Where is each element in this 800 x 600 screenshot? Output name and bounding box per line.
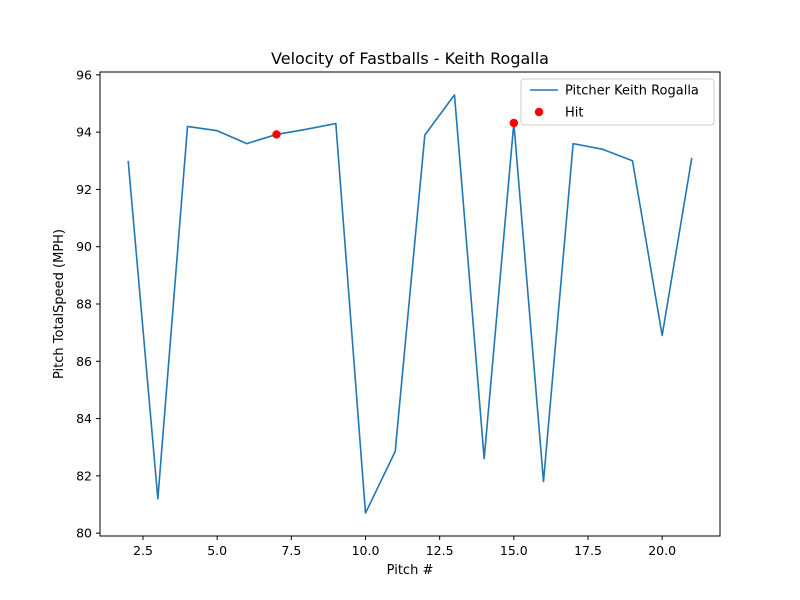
y-tick-label: 92 [76, 182, 92, 197]
x-tick-label: 12.5 [426, 543, 454, 558]
y-axis-ticks: 80 82 84 86 88 90 92 94 96 [76, 67, 100, 541]
y-tick-label: 84 [76, 411, 92, 426]
x-tick-label: 10.0 [352, 543, 380, 558]
y-tick-label: 86 [76, 354, 92, 369]
hit-point [272, 130, 281, 139]
x-axis-label: Pitch # [387, 563, 434, 578]
legend-label-pitcher: Pitcher Keith Rogalla [565, 84, 699, 99]
chart-title: Velocity of Fastballs - Keith Rogalla [271, 49, 549, 68]
legend-marker-swatch [534, 107, 544, 117]
hit-point [509, 118, 519, 128]
x-tick-label: 2.5 [133, 543, 153, 558]
x-tick-label: 7.5 [281, 543, 301, 558]
y-tick-label: 88 [76, 297, 92, 312]
y-tick-label: 90 [76, 239, 92, 254]
x-tick-label: 17.5 [574, 543, 602, 558]
legend-box [520, 78, 715, 126]
y-tick-label: 80 [76, 526, 92, 541]
y-tick-label: 94 [76, 125, 92, 140]
y-axis-label: Pitch TotalSpeed (MPH) [52, 229, 67, 379]
x-tick-label: 20.0 [648, 543, 676, 558]
axes-frame [99, 71, 721, 537]
y-tick-label: 96 [76, 67, 92, 82]
chart-legend: Pitcher Keith Rogalla Hit [520, 78, 715, 126]
y-tick-label: 82 [76, 468, 92, 483]
x-tick-label: 15.0 [500, 543, 528, 558]
x-axis-ticks: 2.5 5.0 7.5 10.0 12.5 15.0 17.5 20.0 [133, 536, 676, 558]
x-tick-label: 5.0 [207, 543, 227, 558]
plot-content [127, 94, 693, 514]
legend-label-hit: Hit [565, 106, 583, 121]
series-line-pitcher [127, 94, 693, 514]
